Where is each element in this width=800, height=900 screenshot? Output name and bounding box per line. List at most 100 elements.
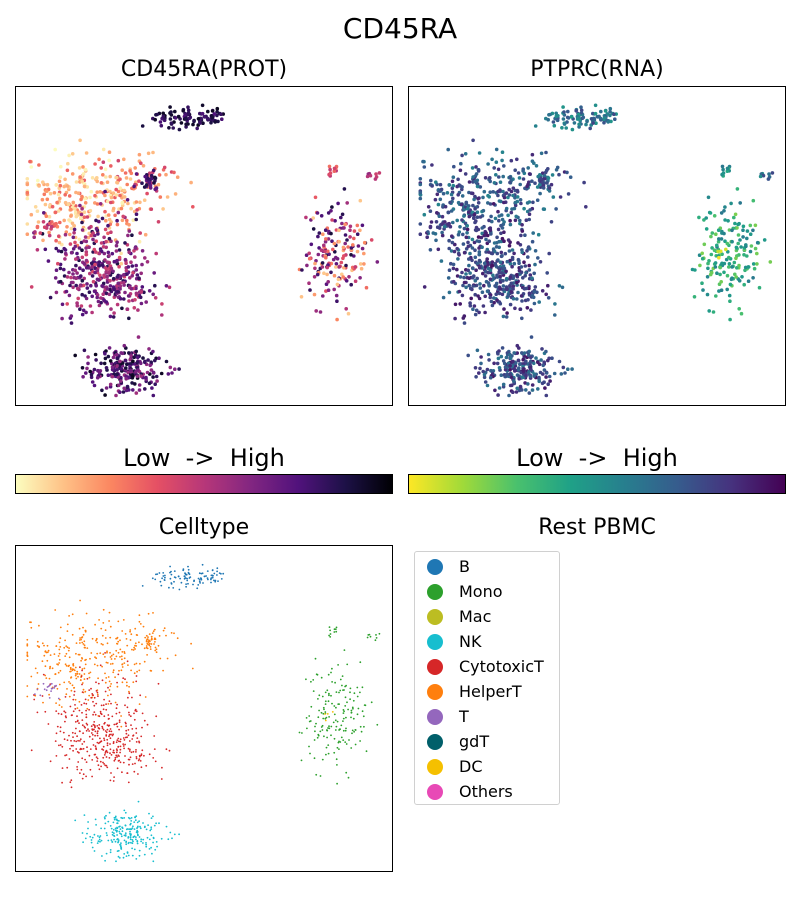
celltype-scatter-point <box>114 816 117 819</box>
rna-scatter-point <box>453 242 457 247</box>
celltype-scatter-point <box>80 768 83 771</box>
rna-scatter-point <box>500 271 504 275</box>
celltype-scatter-point <box>322 712 325 715</box>
prot-scatter-point <box>89 261 94 266</box>
rna-scatter-point <box>418 182 423 187</box>
celltype-scatter-point <box>33 698 36 701</box>
celltype-scatter-point <box>151 638 153 641</box>
celltype-scatter-point <box>114 676 116 679</box>
rna-scatter-point <box>421 159 425 164</box>
prot-scatter-point <box>100 263 105 267</box>
celltype-scatter-point <box>338 691 340 694</box>
celltype-scatter-point <box>327 673 330 676</box>
prot-scatter-point <box>143 360 147 365</box>
prot-scatter-point <box>68 242 73 246</box>
rna-scatter-point <box>499 354 504 359</box>
celltype-scatter-point <box>83 740 86 743</box>
celltype-scatter-point <box>122 619 125 621</box>
celltype-scatter-point <box>327 752 330 755</box>
prot-scatter-point <box>60 316 64 321</box>
celltype-scatter-point <box>84 629 87 632</box>
celltype-scatter-point <box>159 580 162 583</box>
celltype-scatter-point <box>88 754 91 757</box>
rna-scatter-point <box>536 387 540 391</box>
rna-scatter-point <box>524 374 528 378</box>
celltype-scatter-point <box>360 730 363 733</box>
rna-scatter-point <box>496 167 501 172</box>
rna-scatter-point <box>483 265 488 269</box>
celltype-scatter-point <box>82 626 84 629</box>
celltype-scatter-point <box>99 760 102 763</box>
celltype-scatter-point <box>106 662 109 664</box>
prot-scatter-point <box>67 293 72 298</box>
rna-scatter-point <box>518 362 522 367</box>
celltype-scatter-point <box>130 841 132 844</box>
prot-scatter-point <box>148 363 152 368</box>
celltype-scatter-point <box>121 658 123 661</box>
rna-scatter-point <box>456 200 461 205</box>
rna-scatter-point <box>482 372 487 377</box>
rna-scatter-point <box>742 253 746 257</box>
celltype-scatter-point <box>114 840 117 843</box>
rna-scatter-point <box>509 281 514 286</box>
celltype-scatter-point <box>66 630 69 632</box>
celltype-scatter-point <box>85 716 88 719</box>
prot-scatter-point <box>126 265 131 269</box>
rna-scatter-point <box>725 166 730 171</box>
celltype-scatter-point <box>151 577 154 580</box>
celltype-scatter-point <box>112 741 115 743</box>
rna-scatter-point <box>741 228 745 232</box>
rna-scatter-point <box>488 190 492 194</box>
celltype-scatter-point <box>149 646 152 648</box>
celltype-scatter-point <box>45 651 48 654</box>
celltype-scatter-point <box>99 652 102 654</box>
prot-scatter-point <box>89 283 93 288</box>
prot-scatter-point <box>122 343 127 348</box>
celltype-scatter-point <box>72 710 75 713</box>
legend-marker <box>427 608 443 625</box>
rna-scatter-point <box>735 226 739 230</box>
prot-scatter-point <box>324 255 328 260</box>
prot-scatter-point <box>100 216 105 221</box>
rna-scatter-point <box>532 361 536 366</box>
rna-scatter-point <box>475 184 480 189</box>
prot-scatter-point <box>355 232 360 236</box>
celltype-scatter-point <box>103 715 106 718</box>
celltype-scatter-point <box>104 822 107 825</box>
celltype-scatter-point <box>80 638 82 641</box>
rna-scatter-point <box>441 295 446 300</box>
celltype-scatter-point <box>162 629 165 632</box>
rna-scatter-point <box>547 374 552 379</box>
prot-scatter-point <box>108 382 113 387</box>
legend-item-dc: DC <box>415 754 483 779</box>
celltype-scatter-point <box>317 698 319 700</box>
prot-scatter-point <box>89 375 94 380</box>
rna-scatter-point <box>536 232 541 237</box>
celltype-scatter-point <box>74 698 77 701</box>
celltype-scatter-point <box>339 678 342 681</box>
celltype-scatter-point <box>108 700 111 702</box>
celltype-scatter-point <box>174 654 177 657</box>
prot-scatter-point <box>149 207 154 211</box>
celltype-scatter-point <box>154 641 156 643</box>
celltype-scatter-point <box>138 836 141 838</box>
celltype-scatter-point <box>29 621 31 624</box>
rna-scatter-point <box>494 173 498 177</box>
celltype-scatter-point <box>151 852 153 855</box>
celltype-scatter-point <box>116 642 118 645</box>
rna-scatter-point <box>722 209 726 213</box>
rna-scatter-point <box>501 279 505 283</box>
prot-scatter-point <box>62 246 66 251</box>
prot-colorbar <box>15 474 393 494</box>
celltype-scatter-point <box>312 679 315 681</box>
rna-scatter-point <box>442 224 447 229</box>
celltype-scatter-point <box>145 842 147 844</box>
celltype-scatter-point <box>54 740 57 742</box>
celltype-scatter-point <box>88 676 91 679</box>
rna-scatter-point <box>418 232 423 236</box>
rna-scatter-point <box>517 268 522 273</box>
celltype-scatter-point <box>324 700 327 703</box>
rna-scatter-point <box>539 176 543 180</box>
celltype-scatter-point <box>96 725 99 727</box>
celltype-scatter-point <box>349 691 351 694</box>
